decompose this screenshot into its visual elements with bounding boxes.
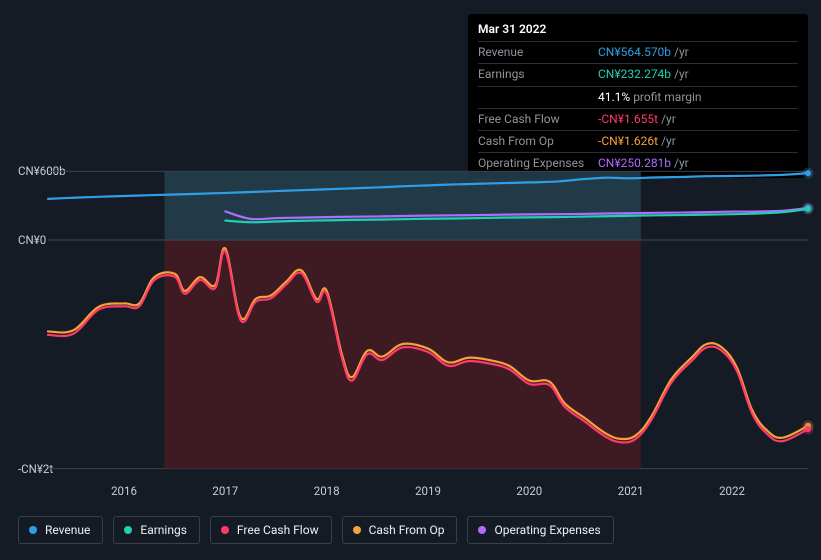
x-axis-tick: 2022 bbox=[719, 484, 745, 498]
tooltip-row-value: 41.1% bbox=[598, 88, 630, 107]
tooltip-date: Mar 31 2022 bbox=[478, 20, 798, 39]
tooltip-row-suffix: /yr bbox=[674, 65, 689, 84]
tooltip-row: RevenueCN¥564.570b/yr bbox=[478, 41, 798, 63]
tooltip-row: Free Cash Flow-CN¥1.655t/yr bbox=[478, 108, 798, 130]
legend-dot-icon bbox=[29, 526, 37, 534]
legend-item-opex[interactable]: Operating Expenses bbox=[467, 516, 613, 544]
tooltip-row-value: -CN¥1.655t bbox=[598, 110, 658, 129]
x-axis-tick: 2017 bbox=[212, 484, 238, 498]
tooltip-row-label: Free Cash Flow bbox=[478, 110, 598, 129]
tooltip-row-label: Earnings bbox=[478, 65, 598, 84]
tooltip-row: Cash From Op-CN¥1.626t/yr bbox=[478, 130, 798, 152]
legend-label: Revenue bbox=[45, 523, 90, 537]
x-axis-tick: 2016 bbox=[111, 484, 137, 498]
tooltip-row-suffix: /yr bbox=[661, 132, 676, 151]
legend-label: Cash From Op bbox=[369, 523, 445, 537]
chart-svg bbox=[48, 160, 808, 480]
legend-dot-icon bbox=[353, 526, 361, 534]
legend-label: Free Cash Flow bbox=[237, 523, 319, 537]
tooltip-row-suffix: profit margin bbox=[633, 88, 701, 107]
legend-dot-icon bbox=[124, 526, 132, 534]
y-axis-tick: CN¥0 bbox=[18, 233, 46, 247]
tooltip-row-value: -CN¥1.626t bbox=[598, 132, 658, 151]
series-end-marker bbox=[805, 426, 811, 432]
x-axis-tick: 2019 bbox=[415, 484, 441, 498]
tooltip-rows: RevenueCN¥564.570b/yrEarningsCN¥232.274b… bbox=[478, 41, 798, 174]
legend-dot-icon bbox=[478, 526, 486, 534]
legend-dot-icon bbox=[221, 526, 229, 534]
x-axis-tick: 2020 bbox=[516, 484, 542, 498]
legend-item-revenue[interactable]: Revenue bbox=[18, 516, 103, 544]
series-end-marker bbox=[805, 206, 811, 212]
x-axis: 2016 2017 2018 2019 2020 2021 2022 bbox=[18, 484, 808, 498]
legend-item-cfo[interactable]: Cash From Op bbox=[342, 516, 458, 544]
series-end-marker bbox=[805, 170, 811, 176]
chart-area: CN¥600bCN¥0-CN¥2t bbox=[18, 160, 808, 480]
x-axis-tick: 2021 bbox=[618, 484, 644, 498]
legend-item-earnings[interactable]: Earnings bbox=[113, 516, 200, 544]
tooltip-row-label: Cash From Op bbox=[478, 132, 598, 151]
tooltip-row-label bbox=[478, 88, 598, 107]
legend-item-fcf[interactable]: Free Cash Flow bbox=[210, 516, 332, 544]
x-axis-tick: 2018 bbox=[314, 484, 340, 498]
legend: Revenue Earnings Free Cash Flow Cash From O… bbox=[18, 516, 614, 544]
hover-tooltip: Mar 31 2022 RevenueCN¥564.570b/yrEarning… bbox=[468, 14, 808, 178]
tooltip-row-value: CN¥564.570b bbox=[598, 43, 671, 62]
legend-label: Operating Expenses bbox=[494, 523, 600, 537]
tooltip-row: EarningsCN¥232.274b/yr bbox=[478, 63, 798, 85]
tooltip-row: 41.1%profit margin bbox=[478, 86, 798, 108]
tooltip-row-suffix: /yr bbox=[661, 110, 676, 129]
tooltip-row-suffix: /yr bbox=[674, 43, 689, 62]
legend-label: Earnings bbox=[140, 523, 187, 537]
tooltip-row-value: CN¥232.274b bbox=[598, 65, 671, 84]
tooltip-row-label: Revenue bbox=[478, 43, 598, 62]
